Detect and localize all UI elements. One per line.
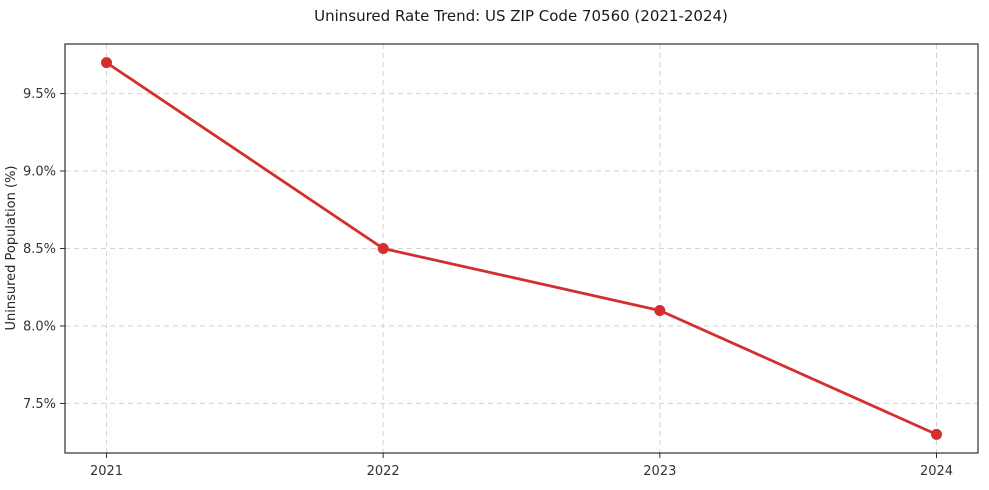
chart-title: Uninsured Rate Trend: US ZIP Code 70560 …: [314, 7, 728, 25]
y-tick-label: 8.5%: [23, 242, 56, 257]
gridlines: [65, 44, 978, 453]
axis-tick-marks: [60, 93, 937, 458]
data-point-markers: [101, 57, 942, 440]
data-point-marker: [377, 243, 389, 254]
y-tick-label: 8.0%: [23, 319, 56, 334]
y-tick-label: 7.5%: [23, 397, 56, 412]
x-tick-label: 2022: [367, 464, 400, 479]
x-tick-labels: 2021 2022 2023 2024: [90, 464, 953, 479]
data-point-marker: [654, 305, 666, 316]
y-tick-label: 9.5%: [23, 87, 56, 102]
x-tick-label: 2023: [643, 464, 676, 479]
x-tick-label: 2021: [90, 464, 123, 479]
y-tick-label: 9.0%: [23, 165, 56, 180]
trend-line: [105, 61, 938, 436]
y-axis-label: Uninsured Population (%): [4, 166, 19, 331]
y-tick-labels: 7.5% 8.0% 8.5% 9.0% 9.5%: [23, 87, 56, 412]
data-point-marker: [101, 57, 112, 69]
data-point-marker: [931, 428, 942, 440]
x-tick-label: 2024: [920, 464, 953, 479]
